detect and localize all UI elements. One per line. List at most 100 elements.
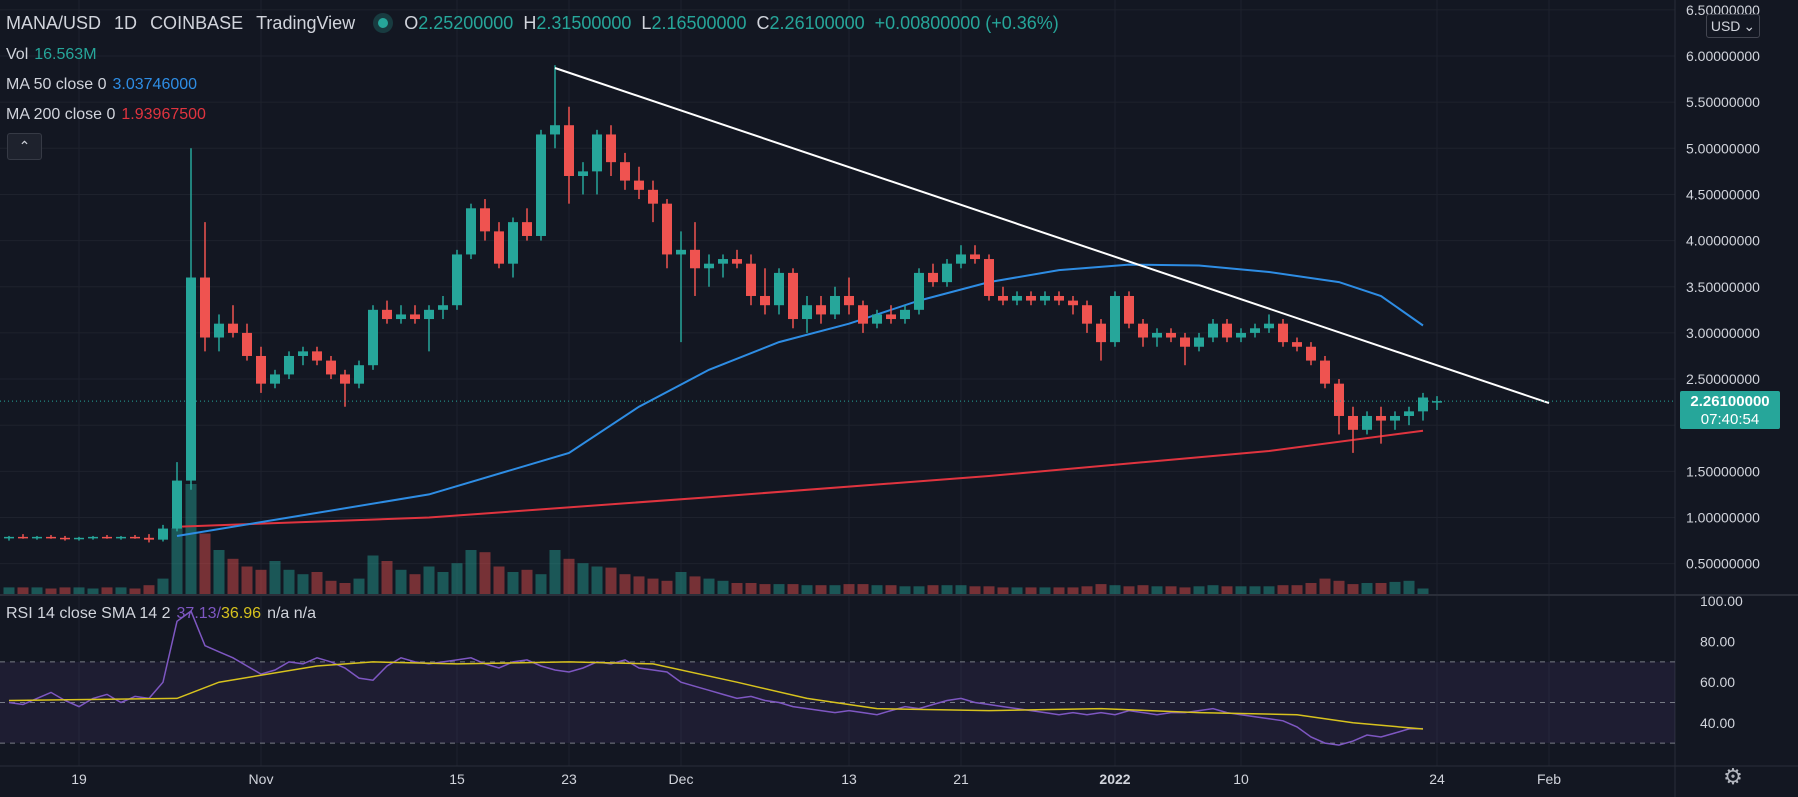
candle-body — [900, 309, 910, 320]
volume-bar — [913, 586, 925, 594]
volume-bar — [325, 580, 337, 594]
candle-body — [788, 272, 798, 320]
candle-body — [312, 351, 322, 361]
candle-body — [858, 305, 868, 324]
price-tick-label: 3.50000000 — [1686, 279, 1760, 295]
price-tick-label: 6.50000000 — [1686, 2, 1760, 18]
volume-bar — [689, 576, 701, 594]
volume-bar — [269, 561, 281, 594]
rsi-pane — [0, 609, 1675, 746]
volume-bars — [3, 484, 1429, 594]
candle-body — [662, 203, 672, 255]
volume-bar — [927, 585, 939, 594]
volume-bar — [801, 585, 813, 594]
candle-body — [452, 254, 462, 306]
bar-countdown: 07:40:54 — [1700, 411, 1760, 428]
candle-body — [60, 537, 70, 540]
volume-bar — [563, 558, 575, 594]
candle-body — [1376, 415, 1386, 421]
volume-bar — [73, 587, 85, 594]
candle-body — [648, 189, 658, 204]
candle-body — [732, 259, 742, 264]
ma200-legend[interactable]: MA 200 close 0 1.93967500 — [6, 106, 206, 124]
volume-bar — [255, 569, 267, 594]
volume-bar — [241, 566, 253, 594]
volume-bar — [59, 587, 71, 594]
volume-bar — [143, 585, 155, 594]
volume-bar — [1123, 586, 1135, 594]
volume-bar — [1305, 583, 1317, 594]
rsi-legend[interactable]: RSI 14 close SMA 14 2 37.13/36.96 n/a n/a — [6, 605, 316, 623]
volume-bar — [745, 583, 757, 594]
candle-body — [928, 272, 938, 283]
symbol-name[interactable]: MANA/USD — [6, 13, 102, 33]
currency-select[interactable]: USD ⌄ — [1706, 14, 1760, 38]
rsi-tick-label: 40.00 — [1700, 715, 1735, 731]
candle-body — [914, 272, 924, 310]
candle-body — [158, 528, 168, 540]
volume-bar — [157, 578, 169, 594]
volume-bar — [703, 578, 715, 594]
trendline[interactable] — [554, 67, 1550, 404]
volume-bar — [605, 567, 617, 594]
interval[interactable]: 1D — [114, 13, 138, 33]
candle-body — [564, 125, 574, 176]
candle-body — [116, 536, 126, 539]
candle-body — [1334, 383, 1344, 416]
candle-body — [970, 254, 980, 260]
candle-body — [214, 323, 224, 338]
candle-body — [32, 536, 42, 539]
open-label: O — [404, 13, 419, 33]
candle-body — [1404, 411, 1414, 416]
descending-trendline[interactable] — [554, 67, 1550, 404]
candle-body — [46, 536, 56, 539]
ma50-path — [176, 263, 1424, 537]
candle-body — [746, 263, 756, 296]
last-price-tag: 2.26100000 07:40:54 — [1680, 391, 1780, 429]
volume-bar — [871, 585, 883, 594]
candle-body — [592, 134, 602, 172]
volume-bar — [1375, 583, 1387, 594]
ma50-legend[interactable]: MA 50 close 0 3.03746000 — [6, 76, 197, 94]
candle-body — [1306, 346, 1316, 361]
candle-body — [886, 314, 896, 320]
ma200-line — [176, 429, 1424, 528]
volume-bar — [1333, 580, 1345, 594]
candle-body — [704, 263, 714, 269]
gear-icon[interactable]: ⚙ — [1723, 764, 1743, 789]
volume-bar — [955, 585, 967, 594]
candlesticks — [4, 65, 1442, 543]
time-tick-label: 24 — [1429, 771, 1445, 787]
rsi-sep: / — [216, 605, 222, 622]
chevron-up-icon: ⌃ — [18, 138, 31, 154]
candle-body — [396, 314, 406, 320]
time-tick-label: 10 — [1233, 771, 1249, 787]
volume-bar — [1207, 585, 1219, 594]
volume-legend[interactable]: Vol 16.563M — [6, 46, 97, 64]
symbol-legend: MANA/USD 1D COINBASE TradingView O2.2520… — [6, 13, 1069, 34]
volume-bar — [941, 585, 953, 594]
time-tick-label: 21 — [953, 771, 969, 787]
provider: TradingView — [256, 13, 356, 33]
candle-body — [1348, 415, 1358, 430]
ma200-path — [176, 429, 1424, 528]
price-tick-label: 4.00000000 — [1686, 233, 1760, 249]
volume-bar — [311, 572, 323, 594]
market-status-icon — [378, 18, 389, 28]
volume-bar — [451, 563, 463, 594]
low-value: 2.16500000 — [651, 13, 747, 33]
candle-body — [354, 365, 364, 384]
time-tick-label: 13 — [841, 771, 857, 787]
volume-bar — [1221, 586, 1233, 594]
candle-body — [1138, 323, 1148, 338]
candle-body — [424, 309, 434, 320]
time-tick-label: 2022 — [1099, 771, 1130, 787]
volume-bar — [1011, 587, 1023, 594]
candle-body — [410, 314, 420, 320]
candle-body — [1250, 328, 1260, 333]
collapse-legend-button[interactable]: ⌃ — [7, 133, 42, 160]
volume-bar — [843, 584, 855, 594]
volume-bar — [423, 566, 435, 594]
vol-label: Vol — [6, 46, 29, 63]
